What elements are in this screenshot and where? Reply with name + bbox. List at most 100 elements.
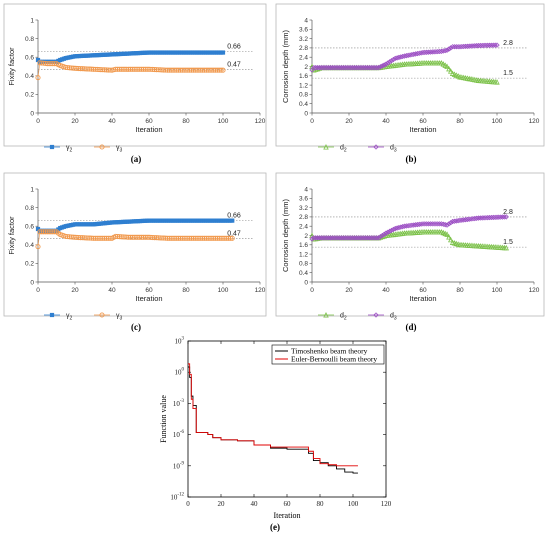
data-point [116,234,122,240]
data-point [222,235,228,241]
data-point [488,214,495,221]
data-point [444,47,450,53]
data-point [72,234,78,240]
legend-label: d2 [340,313,347,322]
data-point [320,64,326,71]
data-point [362,235,369,241]
chart-c: 0 20 40 60 80 100 120 0 0.2 0.4 0.6 0.8 1 0.66 0.47 Ite… [3,172,267,332]
data-point [446,46,452,52]
x-tick-label: 0 [36,287,40,294]
y-tick-label: 2 [304,233,308,240]
y-tick-label: 2.8 [299,45,308,52]
data-point [492,42,498,48]
y-tick-label: 3.6 [299,27,308,34]
data-point [483,215,489,221]
data-point [39,229,45,235]
data-point [475,42,482,49]
data-point [122,66,128,72]
data-point [351,235,358,241]
data-point [494,42,500,48]
y-tick-label: 0.4 [299,101,308,108]
data-point [161,67,167,73]
x-tick-label: 100 [218,287,229,294]
y-axis-label: Fixity factor [7,216,16,255]
data-point [359,64,365,71]
data-point [203,235,209,241]
data-point [337,64,343,71]
data-point [338,64,345,71]
data-point [318,235,324,241]
data-point [327,235,334,241]
data-point [218,235,224,241]
data-point [477,215,484,221]
y-tick-label: 1.2 [299,251,308,258]
data-point [431,221,437,227]
data-point [176,67,182,73]
data-point [473,215,480,221]
data-point [205,67,211,73]
data-point [372,64,378,71]
x-tick-label: 20 [345,118,353,125]
data-point [205,235,211,241]
data-point [377,64,384,70]
data-point [211,67,217,73]
data-point [340,235,347,241]
data-point [103,67,109,73]
data-point [383,230,389,236]
data-point [46,61,52,67]
series-line [188,366,358,474]
data-point [118,66,124,72]
data-point [340,64,347,71]
x-tick-label: 120 [529,287,540,294]
data-point [316,235,323,241]
data-point [201,235,208,241]
data-point [368,235,374,241]
data-point [381,233,387,239]
data-point [172,235,178,241]
data-point [139,66,145,72]
data-point [153,235,159,241]
data-point [192,235,198,241]
x-tick-label: 100 [492,287,503,294]
data-point [148,66,154,72]
y-tick-label: 0 [304,110,308,117]
data-point [48,61,54,67]
data-point [79,235,85,241]
data-point [137,234,143,240]
x-tick-label: 80 [317,500,325,508]
data-point [370,64,376,71]
data-point [190,67,196,73]
y-tick-label: 0.4 [25,242,34,249]
data-point [425,49,432,55]
plot-frame [187,340,387,498]
data-point [479,42,485,49]
data-point [483,42,489,49]
data-point [198,235,204,241]
data-point [163,67,169,73]
data-point [311,235,317,241]
data-point [427,221,434,227]
data-point [364,235,371,241]
data-point [309,236,315,242]
data-point [139,234,145,240]
x-tick-label: 20 [71,118,79,125]
data-point [451,44,458,50]
data-point [188,235,195,241]
data-point [50,61,56,67]
series-line [311,216,507,240]
x-tick-label: 60 [419,118,427,125]
data-point [150,234,156,241]
data-point [66,234,72,240]
data-point [83,235,89,241]
legend-label: Euler-Bernoulli beam theory [291,355,377,364]
x-tick-label: 120 [255,287,266,294]
data-point [133,66,139,72]
data-point [427,49,434,55]
data-point [387,228,393,234]
x-tick-label: 120 [529,118,540,125]
x-tick-label: 60 [145,118,153,125]
data-point [96,235,102,241]
data-point [44,61,50,67]
y-tick-label: 0.4 [299,270,308,277]
x-tick-label: 20 [71,287,79,294]
